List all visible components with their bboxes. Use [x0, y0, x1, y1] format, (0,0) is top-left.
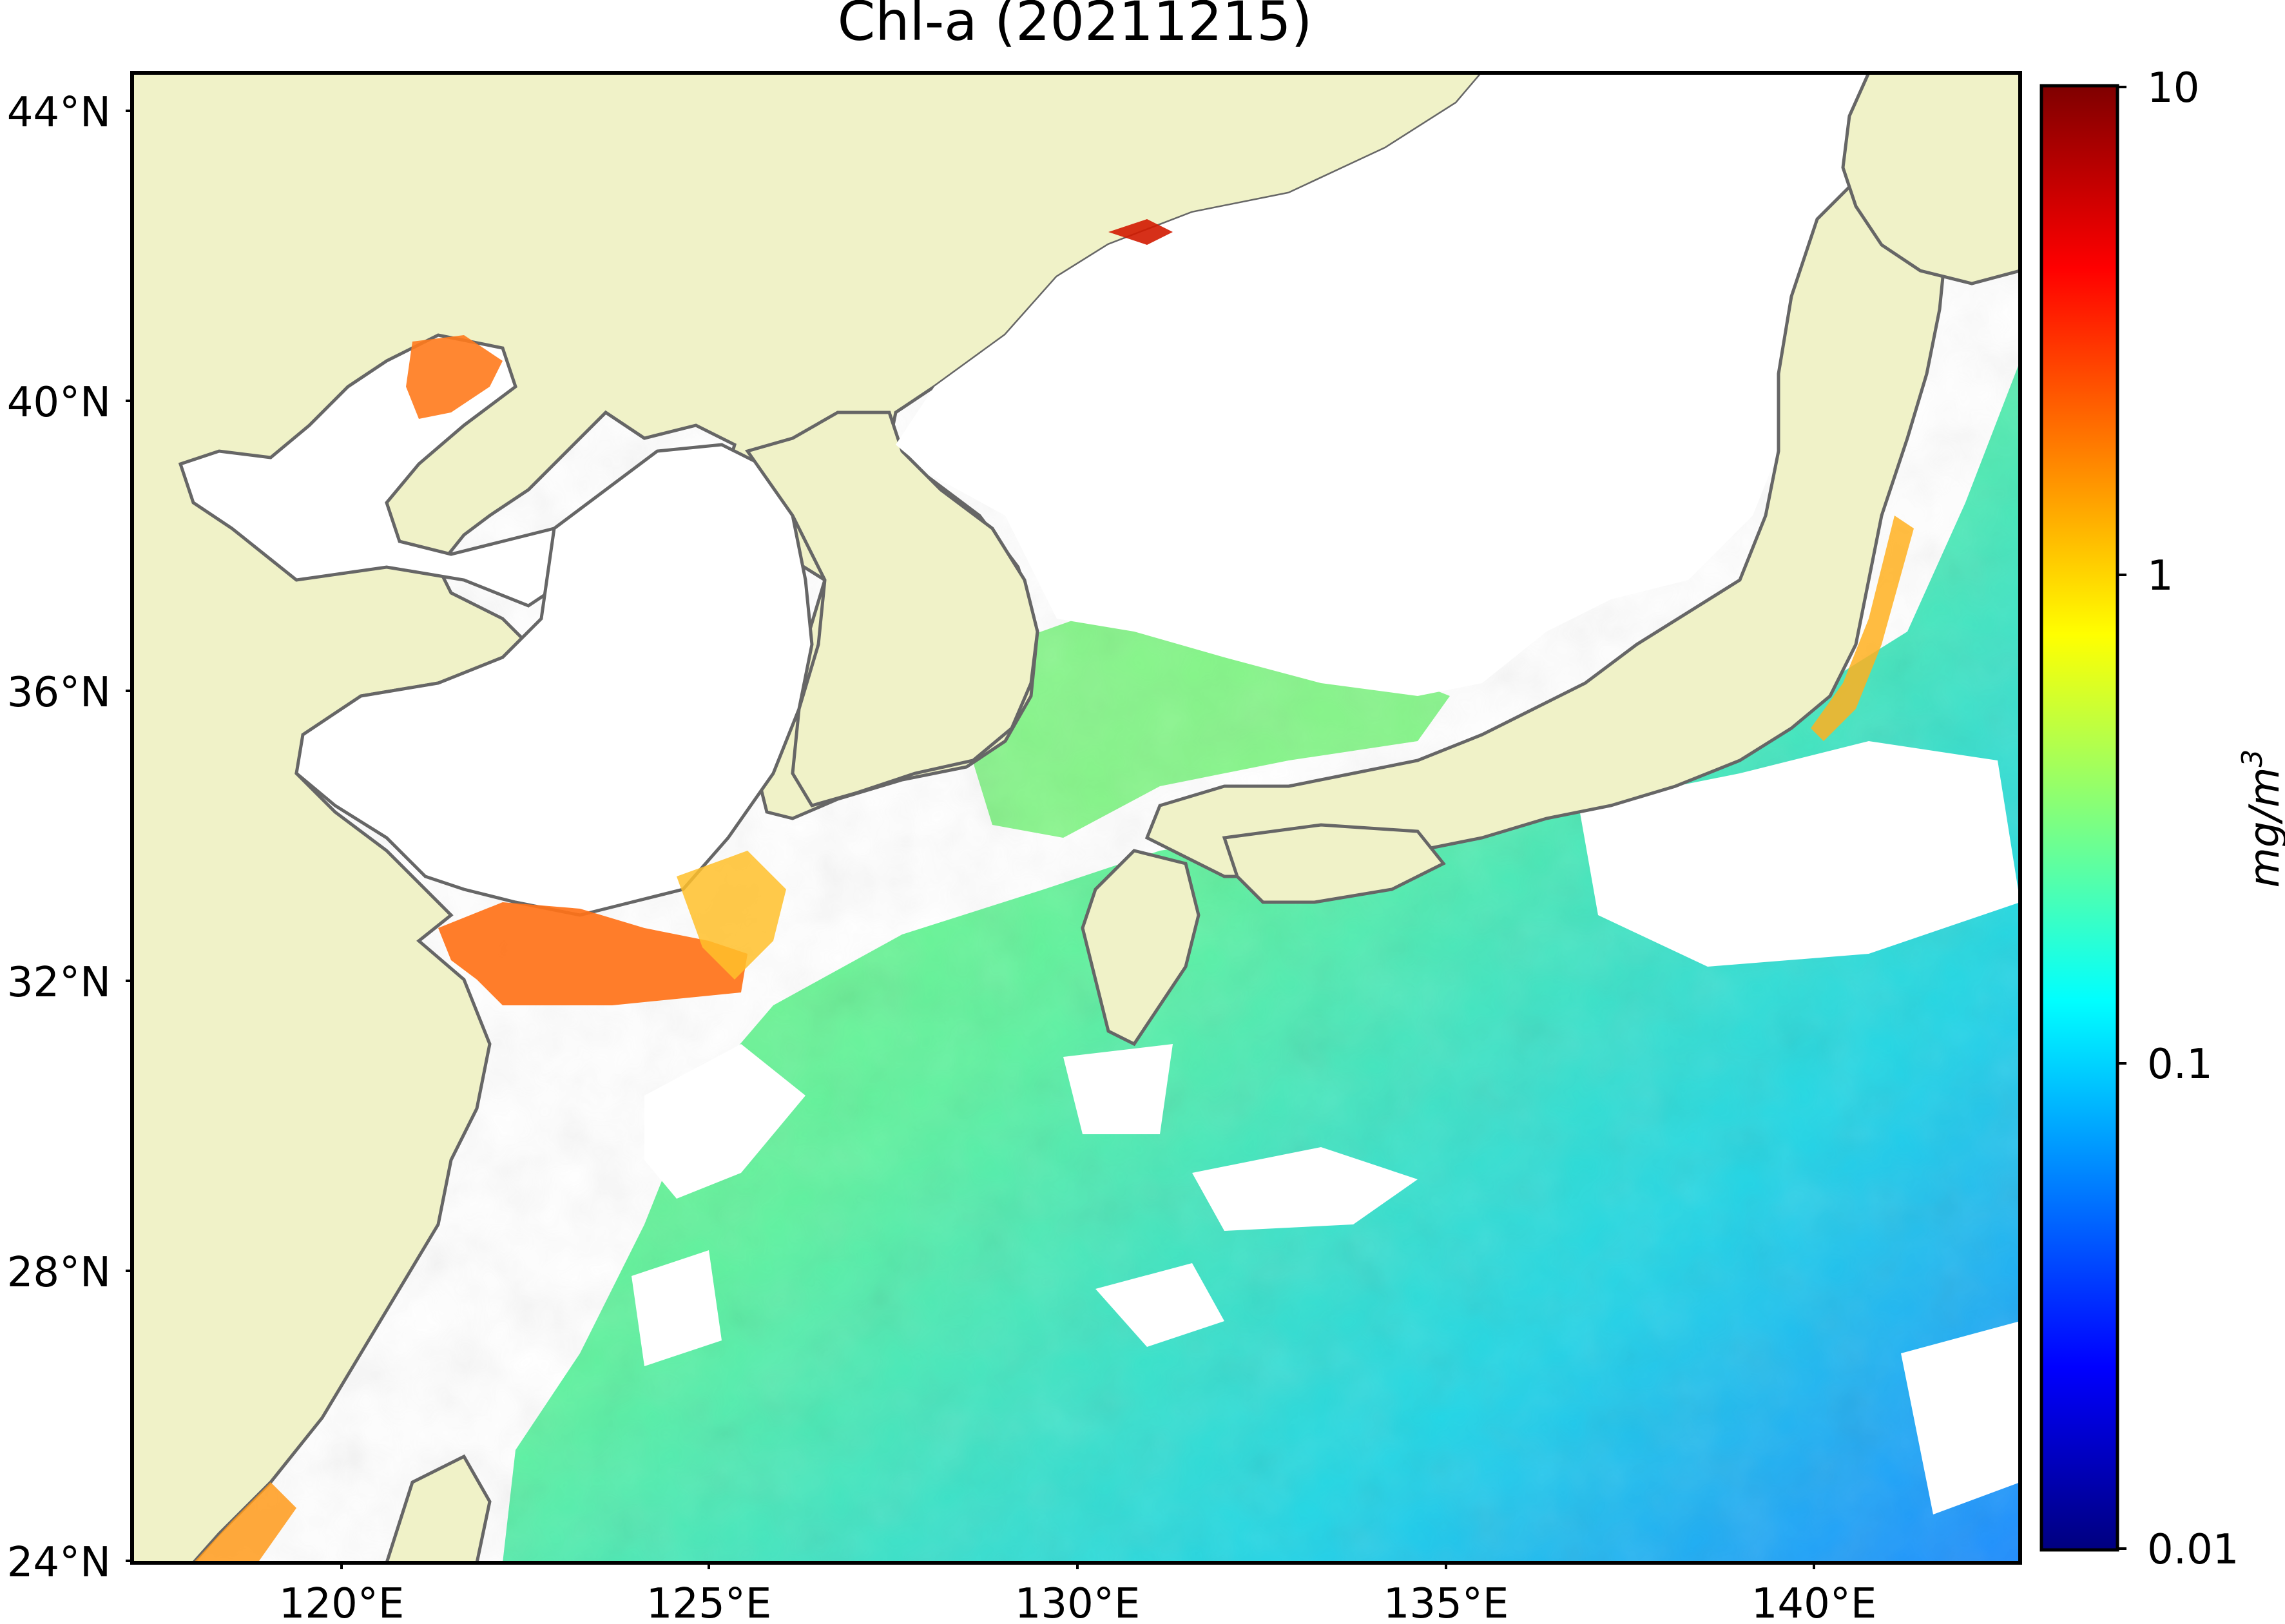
- colorbar-tick-1: 1: [2147, 552, 2174, 600]
- map-panel: [132, 73, 2020, 1563]
- lon-tick-140: 140°E: [1751, 1580, 1877, 1624]
- land-kyushu: [1081, 849, 1200, 1047]
- colorbar-tick-10: 10: [2147, 64, 2199, 112]
- lon-axis: 120°E 125°E 130°E 135°E 140°E: [279, 1563, 1877, 1624]
- lon-tick-125: 125°E: [646, 1580, 772, 1624]
- yangtze-plume: [438, 902, 747, 1005]
- colorbar-tick-0.1: 0.1: [2147, 1041, 2213, 1088]
- colorbar-gradient: [2039, 84, 2119, 1552]
- lon-tick-130: 130°E: [1015, 1580, 1141, 1624]
- pacific-coast-bloom: [1811, 516, 1914, 741]
- land-shikoku: [1222, 823, 1446, 904]
- colorbar-label-superscript: 3: [2236, 749, 2269, 768]
- bohai-sea: [178, 333, 569, 608]
- lat-tick-36: 36°N: [7, 669, 111, 717]
- vladivostok-bloom: [1108, 219, 1173, 245]
- sea-of-japan: [896, 73, 1869, 696]
- lon-tick-135: 135°E: [1384, 1580, 1509, 1624]
- lat-tick-40: 40°N: [7, 379, 111, 427]
- lon-tick-120: 120°E: [279, 1580, 405, 1624]
- lat-axis: 44°N 40°N 36°N 32°N 28°N 24°N: [7, 89, 132, 1587]
- colorbar-tick-0.01: 0.01: [2147, 1526, 2239, 1574]
- lat-tick-28: 28°N: [7, 1249, 111, 1297]
- liaodong-bay-bloom: [406, 335, 503, 419]
- cloud-masks: [632, 741, 2020, 1514]
- land-hokkaido: [1841, 73, 2020, 285]
- china-coast-bloom: [193, 1482, 296, 1563]
- yangtze-plume-edge: [677, 851, 786, 980]
- lat-tick-44: 44°N: [7, 89, 111, 137]
- land-taiwan: [385, 1454, 492, 1563]
- colorbar: 10 1 0.1 0.01 mg/m3: [2039, 64, 2285, 1574]
- lat-tick-24: 24°N: [7, 1539, 111, 1587]
- lat-tick-32: 32°N: [7, 959, 111, 1007]
- map-title: Chl-a (20211215): [838, 0, 1313, 53]
- land-korea: [744, 411, 1039, 807]
- colorbar-label: mg/m3: [2236, 749, 2285, 888]
